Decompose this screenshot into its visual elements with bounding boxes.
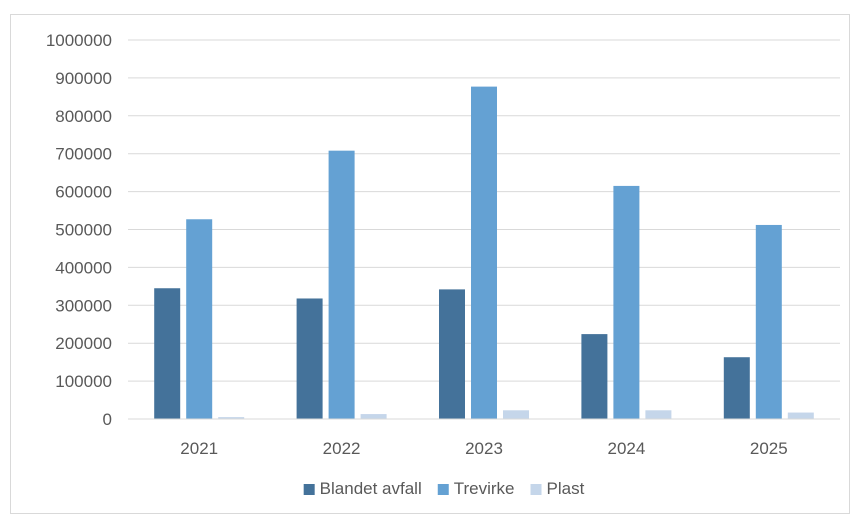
bar-blandet-avfall-2022 [296, 298, 323, 419]
bar-plast-2024 [645, 410, 672, 419]
bar-plast-2025 [787, 412, 814, 419]
bar-plast-2022 [360, 414, 387, 419]
bar-plast-2023 [503, 410, 529, 419]
y-tick-label: 1000000 [46, 31, 112, 50]
y-tick-label: 200000 [55, 334, 112, 353]
bar-plast-2021 [218, 417, 245, 419]
y-tick-label: 0 [103, 410, 112, 429]
legend-swatch [530, 484, 542, 495]
y-tick-label: 800000 [55, 107, 112, 126]
bar-trevirke-2023 [471, 86, 497, 419]
x-tick-label: 2022 [323, 439, 361, 458]
y-tick-label: 500000 [55, 221, 112, 240]
y-tick-label: 900000 [55, 69, 112, 88]
y-axis-tick-labels: 0 100000 200000 300000 400000 500000 600000 700… [46, 31, 112, 429]
legend-label: Plast [547, 479, 585, 498]
y-tick-label: 700000 [55, 145, 112, 164]
legend: Blandet avfall Trevirke Plast [303, 479, 585, 498]
bar-trevirke-2025 [755, 224, 782, 419]
legend-swatch [303, 484, 315, 495]
x-tick-label: 2021 [180, 439, 218, 458]
bar-trevirke-2021 [186, 219, 213, 419]
legend-label: Blandet avfall [320, 479, 422, 498]
bar-trevirke-2024 [613, 185, 640, 419]
bar-blandet-avfall-2021 [154, 288, 181, 419]
bars [154, 86, 814, 419]
y-tick-label: 600000 [55, 183, 112, 202]
legend-swatch [437, 484, 449, 495]
legend-label: Trevirke [454, 479, 515, 498]
gridlines [128, 39, 840, 382]
y-tick-label: 100000 [55, 372, 112, 391]
bar-blandet-avfall-2024 [581, 334, 608, 419]
x-tick-label: 2023 [465, 439, 503, 458]
chart-frame [10, 14, 850, 514]
bar-blandet-avfall-2023 [439, 289, 465, 419]
y-tick-label: 300000 [55, 296, 112, 315]
y-tick-label: 400000 [55, 258, 112, 277]
x-tick-label: 2024 [607, 439, 645, 458]
bar-blandet-avfall-2025 [723, 357, 750, 419]
bar-trevirke-2022 [328, 150, 355, 419]
x-tick-label: 2025 [750, 439, 788, 458]
x-axis-tick-labels: 2021 2022 2023 2024 2025 [180, 439, 787, 458]
